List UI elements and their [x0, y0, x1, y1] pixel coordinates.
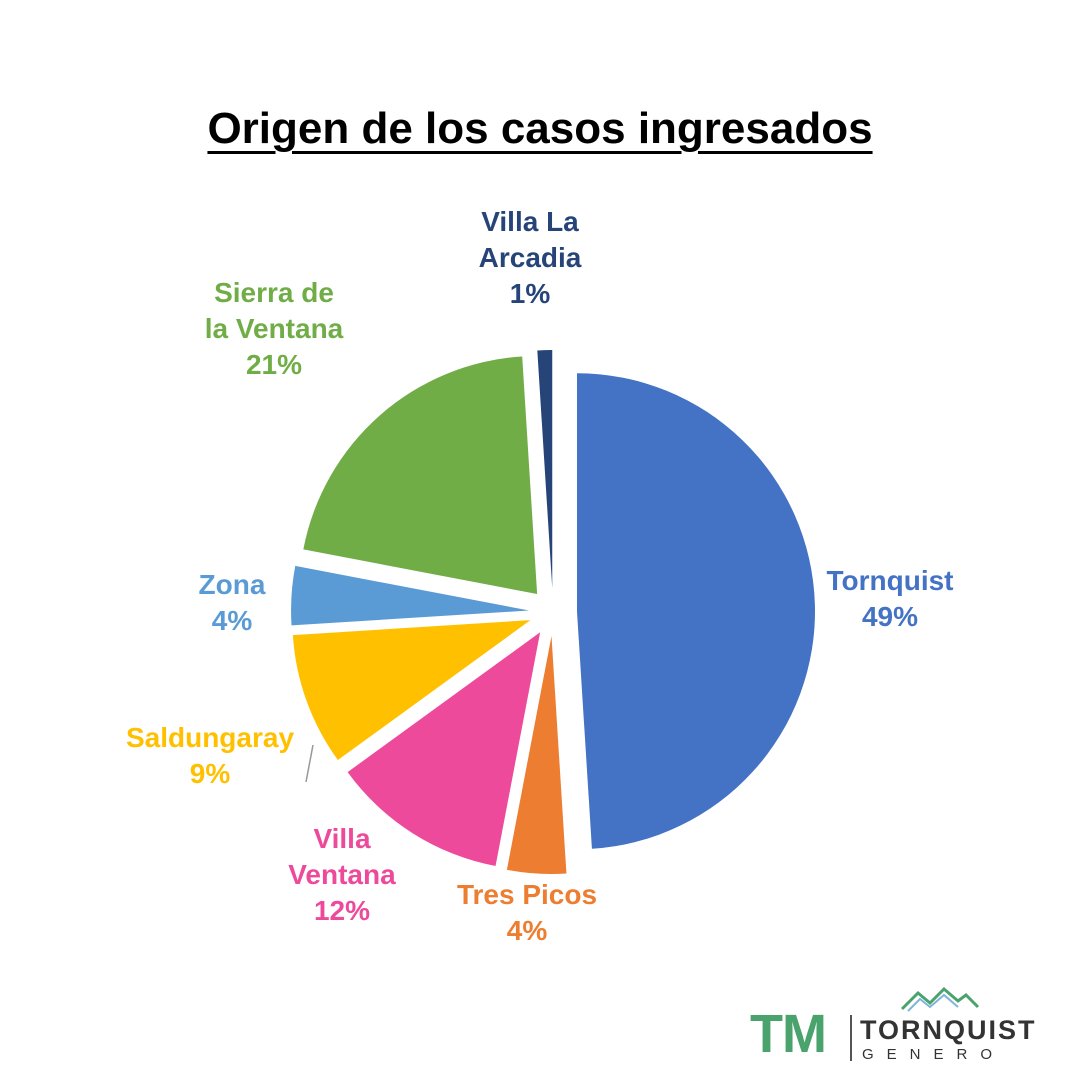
slice-label-tornquist: Tornquist 49%	[826, 565, 953, 632]
chart-title: Origen de los casos ingresados	[0, 104, 1080, 154]
slice-name-label: la Ventana	[205, 313, 344, 344]
saldungaray-leader-line	[305, 744, 314, 783]
slice-value-label: 4%	[212, 605, 253, 636]
slice-value-label: 9%	[190, 758, 231, 789]
slice-value-label: 49%	[862, 601, 918, 632]
chart-title-text: Origen de los casos ingresados	[207, 104, 873, 153]
tornquist-genero-logo: TM TORNQUIST GENERO	[750, 985, 1050, 1065]
logo-subtitle: GENERO	[862, 1046, 1006, 1063]
pie-slice-tornquist	[576, 373, 815, 849]
slice-name-label: Villa La	[481, 206, 579, 237]
slice-name-label: Tres Picos	[457, 879, 597, 910]
slice-value-label: 21%	[246, 349, 302, 380]
pie-slice-villa-la-arcadia	[537, 350, 553, 589]
pie-slice-sierra-de-la-ventana	[303, 356, 538, 594]
slice-value-label: 4%	[507, 915, 548, 946]
pie-slice-tres-picos	[506, 635, 567, 874]
slice-name-label: Ventana	[288, 859, 396, 890]
pie-slice-zona	[291, 565, 530, 626]
slice-name-label: Villa	[313, 823, 371, 854]
slice-name-label: Saldungaray	[126, 722, 294, 753]
slice-value-label: 12%	[314, 895, 370, 926]
slice-label-tres-picos: Tres Picos 4%	[457, 879, 597, 946]
pie-slice-villa-ventana	[347, 632, 541, 867]
slice-name-label: Tornquist	[826, 565, 953, 596]
slice-name-label: Arcadia	[479, 242, 582, 273]
pie-labels: Tornquist 49% Tres Picos 4% Villa Ventana 12% S…	[126, 206, 954, 946]
slice-label-villa-la-arcadia: Villa La Arcadia 1%	[479, 206, 582, 309]
slice-value-label: 1%	[510, 278, 551, 309]
logo-mark: TM	[750, 1004, 827, 1064]
slice-label-villa-ventana: Villa Ventana 12%	[288, 823, 396, 926]
logo-name: TORNQUIST	[860, 1015, 1037, 1045]
slice-name-label: Zona	[199, 569, 266, 600]
mountain-icon	[900, 986, 980, 1012]
pie-slice-saldungaray	[292, 620, 531, 761]
pie-slices	[291, 350, 815, 874]
slice-label-saldungaray: Saldungaray 9%	[126, 722, 294, 789]
slice-label-zona: Zona 4%	[199, 569, 266, 636]
slice-label-sierra-de-la-ventana: Sierra de la Ventana 21%	[205, 277, 344, 380]
slice-name-label: Sierra de	[214, 277, 334, 308]
logo-divider	[850, 1015, 852, 1061]
